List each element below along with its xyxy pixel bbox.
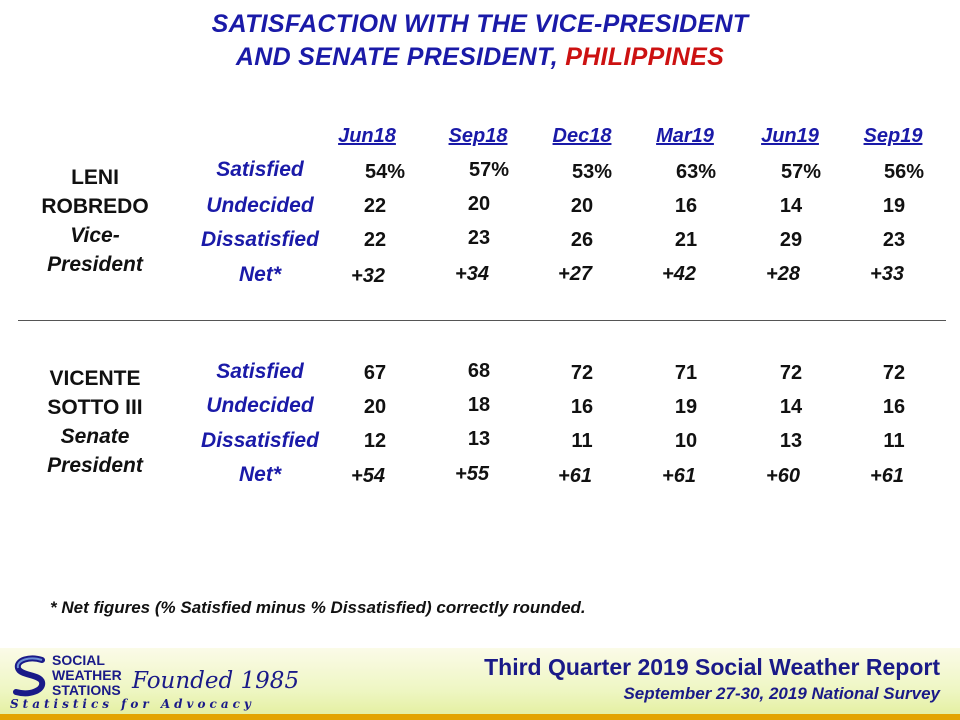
table-cell: 56% <box>883 161 925 183</box>
footer-accent-bar <box>0 714 960 720</box>
column-header-sep18: Sep18 <box>448 125 508 147</box>
column-header-jun18: Jun18 <box>338 125 396 147</box>
report-subtitle: September 27-30, 2019 National Survey <box>623 684 940 703</box>
official-position-line1: Senate <box>60 425 130 448</box>
title-line-2-main: AND SENATE PRESIDENT, <box>235 43 558 71</box>
official-position-line2: President <box>47 253 143 276</box>
table-cell: 19 <box>882 195 906 217</box>
column-header-dec18: Dec18 <box>552 125 612 147</box>
section-divider <box>18 320 946 321</box>
column-header-mar19: Mar19 <box>656 125 714 147</box>
title-country: PHILIPPINES <box>565 43 725 71</box>
logo-line-1: SOCIAL <box>52 652 105 668</box>
table-cell: +28 <box>766 263 800 285</box>
table-cell: 71 <box>674 362 698 384</box>
footer-band: SOCIAL WEATHER STATIONS Founded 1985 Sta… <box>0 648 960 720</box>
official-name-line2: ROBREDO <box>41 195 149 218</box>
row-label-undecided: Undecided <box>206 194 314 217</box>
row-label-satisfied: Satisfied <box>216 360 304 383</box>
table-cell: 21 <box>674 229 698 251</box>
table-cell: 57% <box>468 159 510 181</box>
row-label-dissatisfied: Dissatisfied <box>201 228 319 251</box>
title-line-2: AND SENATE PRESIDENT, PHILIPPINES <box>0 41 960 74</box>
official-sotto: VICENTE SOTTO III Senate President <box>20 364 170 480</box>
table-cell: 13 <box>467 428 491 450</box>
table-cell: +61 <box>558 465 592 487</box>
table-cell: 11 <box>571 430 593 452</box>
table-cell: +55 <box>455 463 489 485</box>
table-cell: 23 <box>882 229 906 251</box>
table-cell: 29 <box>779 229 803 251</box>
table-cell: 16 <box>674 195 698 217</box>
table-cell: +34 <box>455 263 489 285</box>
row-label-undecided: Undecided <box>206 394 314 417</box>
footnote: * Net figures (% Satisfied minus % Dissa… <box>50 598 586 617</box>
table-cell: 20 <box>467 193 491 215</box>
table-cell: 22 <box>363 195 387 217</box>
table-cell: 20 <box>363 396 387 418</box>
table-cell: 12 <box>363 430 387 452</box>
logo-wordmark: SOCIAL WEATHER STATIONS <box>52 653 122 698</box>
logo-tagline: Statistics for Advocacy <box>10 697 255 711</box>
table-cell: +32 <box>351 265 385 287</box>
table-cell: 68 <box>467 360 491 382</box>
table-cell: 72 <box>882 362 906 384</box>
table-cell: 13 <box>779 430 803 452</box>
column-header-jun19: Jun19 <box>761 125 819 147</box>
logo-line-2: WEATHER <box>52 667 122 683</box>
table-cell: 72 <box>779 362 803 384</box>
table-cell: 16 <box>570 396 594 418</box>
table-cell: 19 <box>674 396 698 418</box>
table-cell: +60 <box>766 465 800 487</box>
table-cell: 18 <box>467 394 491 416</box>
row-label-net: Net* <box>238 463 281 486</box>
table-cell: 22 <box>363 229 387 251</box>
table-cell: 14 <box>779 396 803 418</box>
row-label-net: Net* <box>238 263 281 286</box>
table-cell: +33 <box>870 263 904 285</box>
table-cell: 20 <box>570 195 594 217</box>
report-title: Third Quarter 2019 Social Weather Report <box>484 654 940 680</box>
table-cell: 54% <box>364 161 406 183</box>
official-name-line1: VICENTE <box>49 367 141 390</box>
official-name-line2: SOTTO III <box>47 396 143 419</box>
slide-title: SATISFACTION WITH THE VICE-PRESIDENT AND… <box>0 8 960 74</box>
official-position-line2: President <box>47 454 143 477</box>
official-name-line1: LENI <box>71 166 119 189</box>
table-cell: +61 <box>870 465 904 487</box>
table-cell: +54 <box>351 465 385 487</box>
row-label-dissatisfied: Dissatisfied <box>201 429 319 452</box>
table-cell: 11 <box>883 430 905 452</box>
table-cell: +27 <box>558 263 592 285</box>
official-position-line1: Vice- <box>70 224 120 247</box>
table-cell: 53% <box>571 161 613 183</box>
table-cell: +61 <box>662 465 696 487</box>
row-label-satisfied: Satisfied <box>216 158 304 181</box>
official-robredo: LENI ROBREDO Vice- President <box>20 163 170 279</box>
table-cell: 10 <box>674 430 698 452</box>
table-cell: 63% <box>675 161 717 183</box>
table-cell: 16 <box>882 396 906 418</box>
table-cell: 23 <box>467 227 491 249</box>
table-cell: 57% <box>780 161 822 183</box>
table-cell: 14 <box>779 195 803 217</box>
table-cell: +42 <box>662 263 696 285</box>
table-cell: 67 <box>363 362 387 384</box>
sws-logo-icon <box>13 655 46 697</box>
column-header-sep19: Sep19 <box>863 125 923 147</box>
table-cell: 72 <box>570 362 594 384</box>
table-cell: 26 <box>570 229 594 251</box>
title-line-1: SATISFACTION WITH THE VICE-PRESIDENT <box>211 10 749 38</box>
logo-line-3: STATIONS <box>52 682 121 698</box>
logo-founded: Founded 1985 <box>132 668 300 694</box>
